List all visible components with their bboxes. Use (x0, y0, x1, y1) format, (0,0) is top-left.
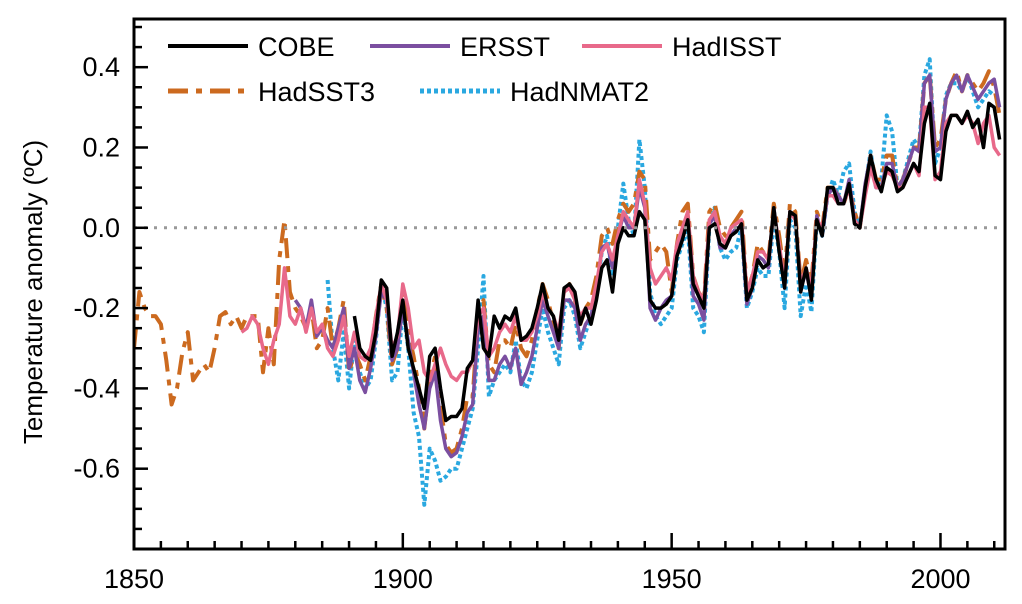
x-tick-label: 1850 (104, 564, 164, 594)
y-tick-label: -0.4 (73, 373, 120, 403)
y-tick-label: -0.6 (73, 454, 120, 484)
x-tick-label: 1950 (642, 564, 702, 594)
axis-ticks (132, 25, 996, 549)
y-axis-label: Temperature anomaly (ºC) (18, 140, 48, 444)
plot-lines (134, 57, 1002, 507)
legend-label: ERSST (460, 32, 550, 62)
y-tick-label: 0.2 (82, 132, 120, 162)
series-line-hadnmat2 (325, 57, 996, 507)
legend-item-ersst: ERSST (370, 32, 550, 62)
legend: COBE ERSST HadISST HadSST3 HadNMAT2 (168, 32, 782, 107)
legend-item-hadsst3: HadSST3 (168, 77, 375, 107)
y-tick-label: -0.2 (73, 293, 120, 323)
series-line-cobe (352, 101, 1002, 423)
tick-labels: 1850 1900 1950 2000 -0.6 -0.4 -0.2 0.0 0.2 0.4 (73, 52, 970, 594)
legend-label: HadSST3 (258, 77, 375, 107)
series-line-hadsst3 (134, 69, 1002, 455)
y-tick-label: 0.0 (82, 213, 120, 243)
plot-frame (132, 17, 1007, 551)
x-tick-label: 2000 (910, 564, 970, 594)
legend-item-hadisst: HadISST (582, 32, 782, 62)
y-tick-label: 0.4 (82, 52, 120, 82)
legend-item-cobe: COBE (168, 32, 335, 62)
legend-label: HadNMAT2 (510, 77, 649, 107)
legend-item-hadnmat2: HadNMAT2 (420, 77, 649, 107)
x-tick-label: 1900 (373, 564, 433, 594)
series-line-hadisst (240, 105, 1002, 383)
legend-label: COBE (258, 32, 335, 62)
legend-label: HadISST (672, 32, 782, 62)
